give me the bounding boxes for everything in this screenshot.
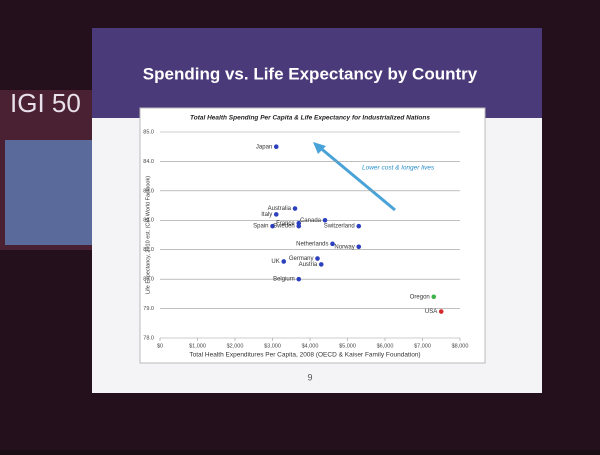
- slide-title: Spending vs. Life Expectancy by Country: [143, 64, 478, 83]
- point-label: Austria: [299, 262, 318, 268]
- y-tick-label: 79.0: [143, 306, 154, 312]
- point-label: Belgium: [273, 277, 295, 283]
- annotation: Lower cost & longer lives: [362, 165, 435, 172]
- x-tick-label: $1,000: [189, 343, 206, 349]
- y-tick-label: 84.0: [143, 159, 154, 165]
- point: [356, 244, 362, 250]
- y-tick-label: 83.0: [143, 188, 154, 194]
- point-label: Switzerland: [324, 224, 355, 230]
- point-label: Norway: [334, 244, 354, 250]
- x-tick-label: $3,000: [264, 343, 281, 349]
- point: [281, 259, 287, 264]
- point-label: Canada: [300, 218, 322, 224]
- point: [296, 223, 302, 229]
- x-tick-label: $7,000: [414, 343, 431, 349]
- annotation-arrow: [317, 144, 396, 212]
- chart-subtitle: Total Health Spending Per Capita & Life …: [190, 115, 430, 122]
- point-label: USA: [425, 309, 437, 315]
- x-tick-label: $5,000: [339, 343, 356, 349]
- point: [273, 144, 279, 150]
- point: [431, 294, 437, 300]
- point: [438, 309, 444, 314]
- point-label: France: [276, 221, 295, 227]
- page-number: 9: [307, 372, 312, 382]
- y-tick-label: 85.0: [143, 129, 154, 135]
- point: [356, 223, 362, 229]
- point: [322, 217, 328, 223]
- point: [330, 241, 335, 247]
- point: [273, 212, 279, 217]
- brand: IGI 50: [10, 88, 81, 118]
- plot-frame: [139, 107, 486, 364]
- point-label: Oregon: [410, 294, 430, 300]
- point-label: Sweden: [273, 224, 295, 230]
- point: [270, 223, 275, 229]
- point: [292, 206, 298, 211]
- x-tick-label: $6,000: [377, 343, 394, 349]
- point-label: Germany: [289, 256, 314, 262]
- point-label: Netherlands: [296, 241, 328, 247]
- x-tick-label: $4,000: [302, 343, 319, 349]
- annotation-arrowhead: [313, 142, 326, 154]
- x-tick-label: $0: [157, 343, 163, 349]
- y-axis-label: Life Expectancy, 2010 est. (CIA World Fa…: [145, 176, 151, 294]
- y-tick-label: 82.0: [143, 218, 154, 224]
- x-tick-label: $2,000: [227, 343, 244, 349]
- point-label: Italy: [261, 212, 272, 218]
- point: [296, 276, 302, 282]
- point-label: Australia: [268, 206, 292, 212]
- point-label: UK: [271, 259, 279, 265]
- x-axis-label: Total Health Expenditures Per Capita, 20…: [189, 352, 420, 359]
- point: [318, 262, 324, 267]
- y-tick-label: 80.0: [143, 277, 154, 283]
- y-tick-label: 78.0: [143, 335, 154, 341]
- point-label: Spain: [253, 224, 268, 230]
- point-label: Japan: [256, 144, 272, 150]
- x-tick-label: $8,000: [452, 343, 469, 349]
- slide-header: [92, 28, 542, 118]
- point: [315, 256, 320, 261]
- y-tick-label: 81.0: [143, 247, 154, 253]
